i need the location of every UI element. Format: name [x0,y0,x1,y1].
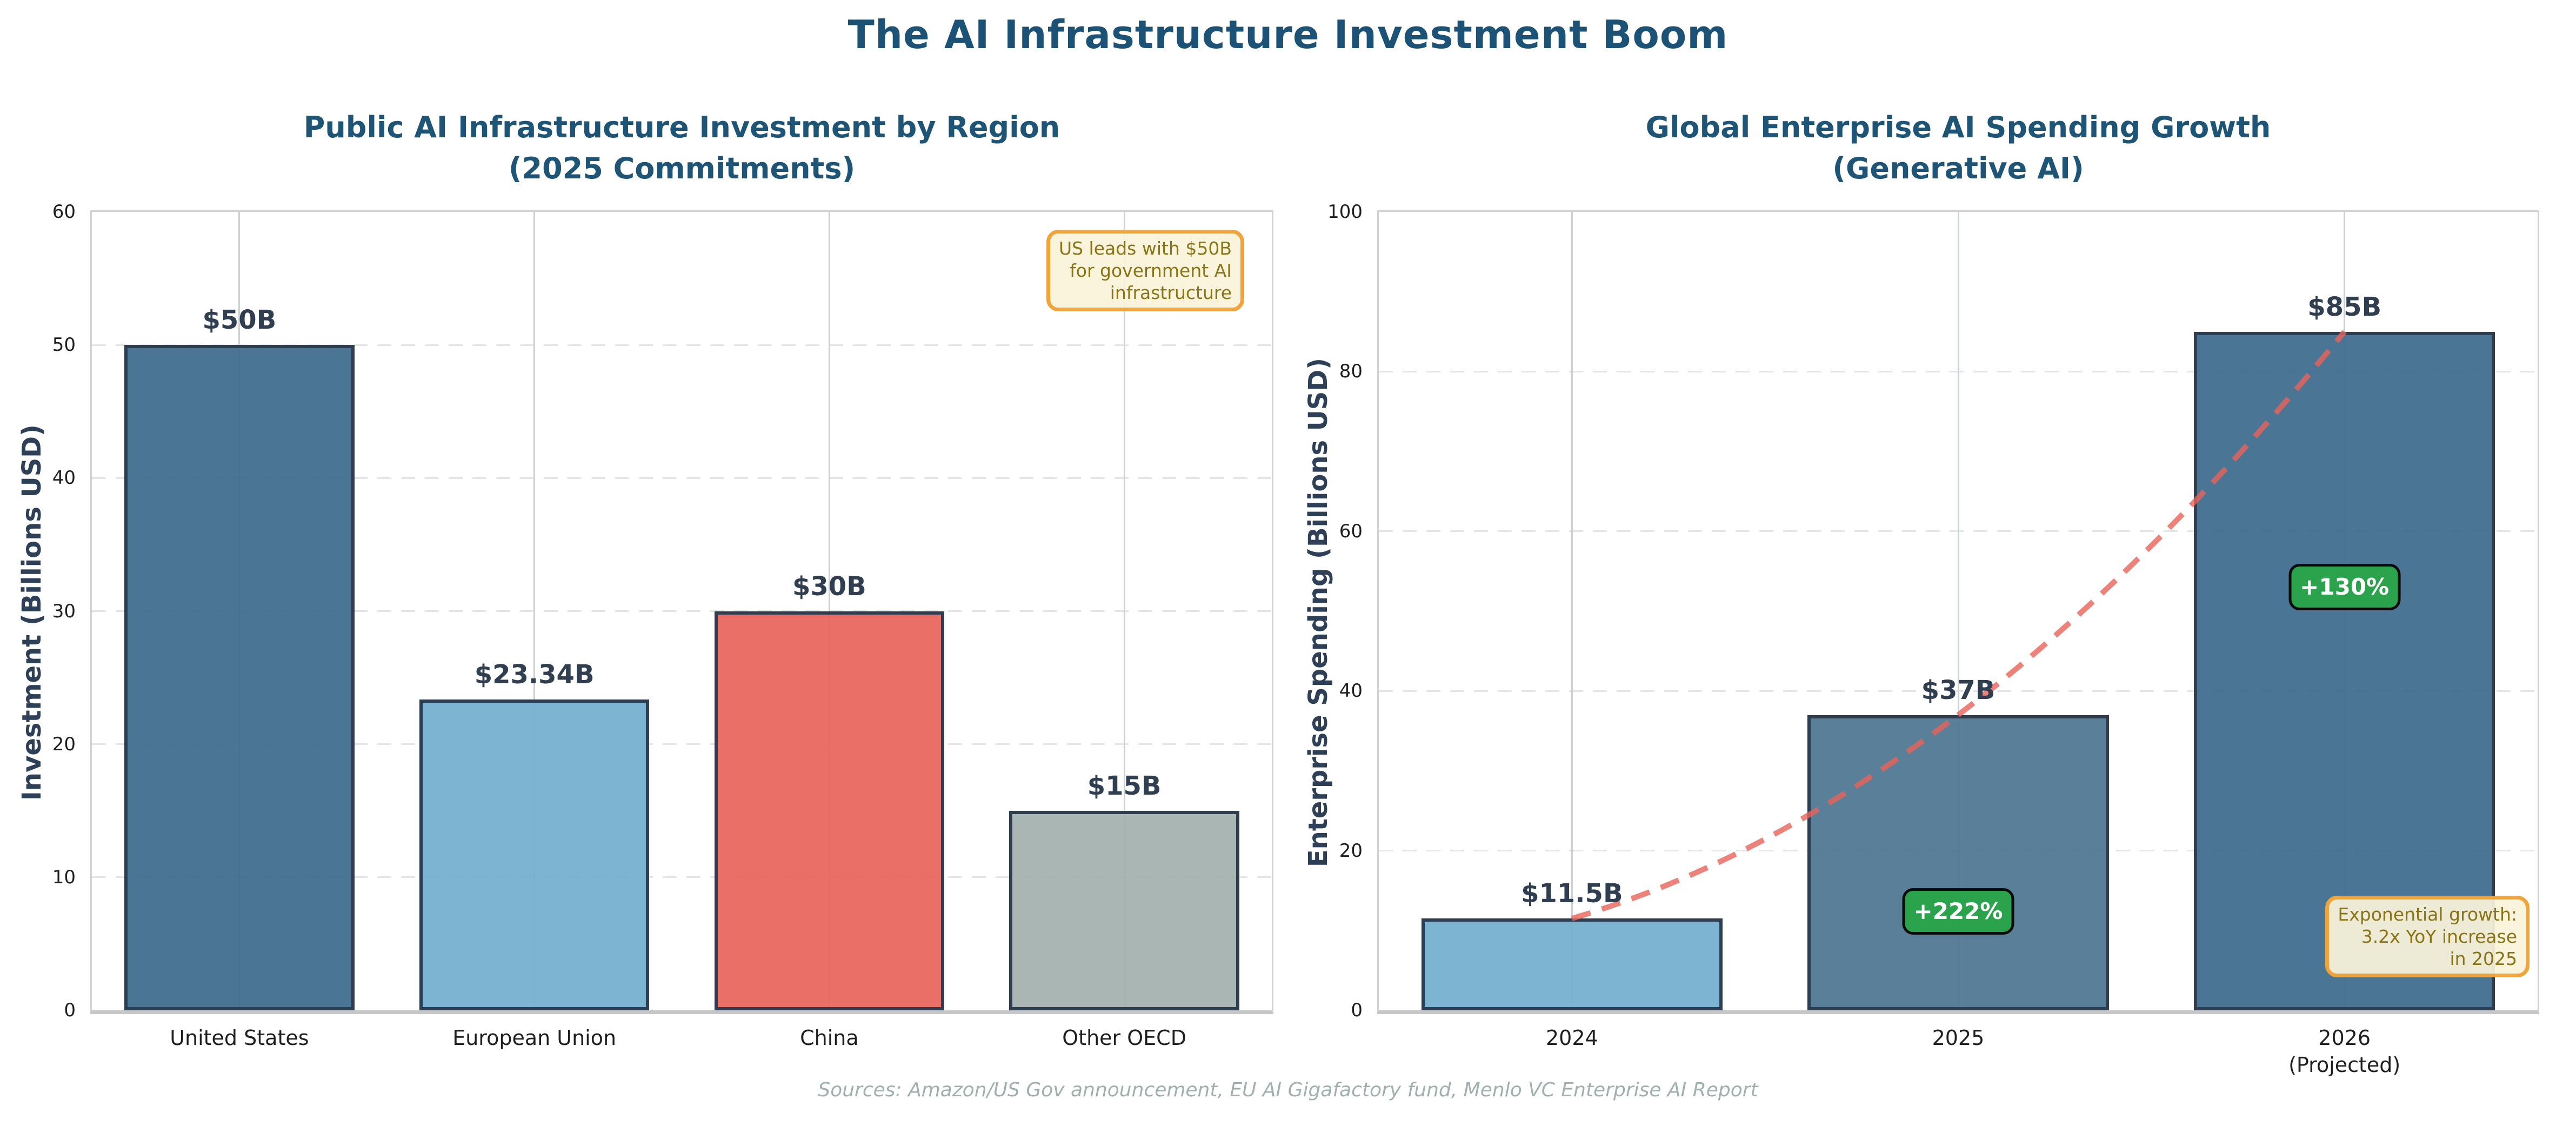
left-chart-annotation: US leads with $50B for government AI inf… [1046,230,1244,311]
bar-2025 [1807,715,2109,1010]
y-tick-label: 20 [52,733,76,755]
bar-united-states [124,345,355,1010]
growth-badge: +130% [2288,564,2401,611]
gridline-vertical [1123,212,1125,1010]
bar-2024 [1421,918,1723,1010]
left-chart-plot-area: 0 10 20 30 40 50 60 $50B United States $23.34B Eur… [52,201,1273,1050]
growth-badge: +222% [1902,888,2014,935]
gridline-horizontal [92,344,1272,346]
right-chart-title: Global Enterprise AI Spending Growth (Ge… [1645,110,2271,185]
bar-value-label: $11.5B [1521,878,1623,909]
gridline-horizontal [92,743,1272,745]
right-y-axis-label-wrap: Enterprise Spending (Billions USD) [1294,210,1343,1014]
gridline-horizontal [92,477,1272,479]
bar-china [714,611,945,1010]
x-tick-label: 2024 [1545,1026,1598,1050]
gridline-horizontal [92,610,1272,612]
y-tick-label: 60 [1339,520,1363,542]
gridline-vertical [533,212,536,1010]
y-tick-label: 40 [1339,680,1363,702]
bar-other-oecd [1009,810,1239,1010]
bar-value-label: $15B [1087,770,1162,801]
bar-value-label: $85B [2307,291,2382,322]
y-tick-label: 40 [52,467,76,489]
x-tick-label: 2025 [1932,1026,1985,1050]
x-tick-label: Other OECD [1062,1026,1186,1050]
right-chart-annotation: Exponential growth: 3.2x YoY increase in… [2325,896,2530,977]
x-tick-label: 2026 (Projected) [2288,1026,2401,1077]
x-tick-label: United States [170,1026,309,1050]
bar-value-label: $23.34B [474,659,595,690]
trend-line [1571,330,2347,921]
bar-european-union [419,699,650,1010]
x-tick-label: China [800,1026,859,1050]
y-tick-label: 0 [64,1000,76,1021]
figure-title: The AI Infrastructure Investment Boom [847,12,1729,57]
gridline-vertical [1571,212,1573,1010]
y-tick-label: 100 [1327,201,1363,223]
right-y-axis-label: Enterprise Spending (Billions USD) [1303,357,1334,867]
y-tick-label: 60 [52,201,76,223]
right-chart-plot-area: 0 20 40 60 80 100 $11.5B 2024 $37B 2025 $85B 2026 (… [1327,201,2539,1077]
y-tick-label: 0 [1351,1000,1363,1021]
sources-footer: Sources: Amazon/US Gov announcement, EU … [818,1079,1758,1101]
bar-value-label: $30B [792,571,866,602]
bar-value-label: $37B [1921,675,1996,705]
left-chart-title: Public AI Infrastructure Investment by R… [303,110,1060,185]
y-tick-label: 30 [52,600,76,622]
gridline-horizontal [92,876,1272,878]
y-tick-label: 50 [52,334,76,356]
y-tick-label: 20 [1339,839,1363,862]
gridline-vertical [1957,212,1959,1010]
y-tick-label: 10 [52,866,76,888]
y-tick-label: 80 [1339,361,1363,383]
bar-value-label: $50B [202,305,277,336]
x-tick-label: European Union [452,1026,617,1050]
